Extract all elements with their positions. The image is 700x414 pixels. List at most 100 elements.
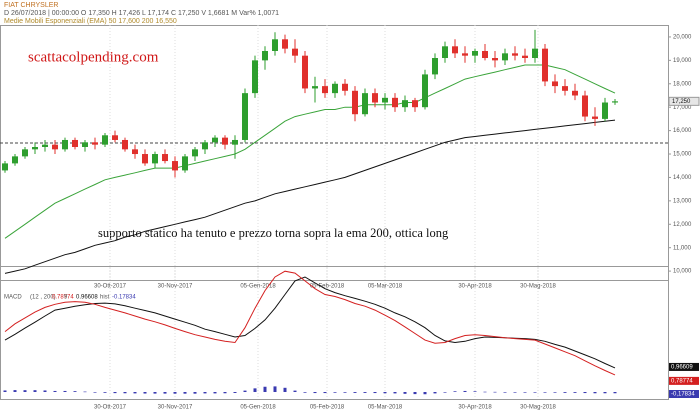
- histogram-bar: [563, 392, 567, 393]
- histogram-bar: [103, 392, 107, 393]
- histogram-bar: [343, 392, 347, 393]
- candle-body: [572, 90, 578, 96]
- candle-body: [322, 86, 328, 94]
- candle-body: [252, 60, 258, 94]
- histogram-bar: [123, 392, 127, 394]
- candle-body: [32, 146, 38, 150]
- histogram-bar: [223, 392, 227, 394]
- candle-body: [262, 50, 268, 61]
- x-tick-label: 05-Feb-2018: [310, 284, 345, 290]
- candle-body: [582, 95, 588, 117]
- macd-header: 0.78774: [52, 295, 74, 301]
- value-box: [669, 390, 699, 398]
- y-tick-label: 14,000: [673, 175, 692, 181]
- histogram-bar: [183, 392, 187, 394]
- histogram-bar: [433, 392, 437, 394]
- histogram-bar: [423, 392, 427, 395]
- ema-legend: Medie Mobili Esponenziali (EMA) 50 17,60…: [4, 18, 177, 25]
- macd-header: -0.17834: [112, 295, 136, 301]
- histogram-bar: [23, 390, 27, 392]
- candle-body: [442, 46, 448, 59]
- candle-body: [192, 149, 198, 157]
- y-tick-label: 16,000: [673, 128, 692, 134]
- histogram-bar: [523, 392, 527, 393]
- candle-body: [152, 154, 158, 164]
- annotation: supporto statico ha tenuto e prezzo torn…: [98, 226, 449, 240]
- candle-body: [602, 102, 608, 119]
- macd-header: 0.96608: [76, 295, 98, 301]
- x-tick-label: 05-Feb-2018: [310, 405, 345, 411]
- candle-body: [392, 97, 398, 108]
- histogram-bar: [163, 392, 167, 394]
- candle-body: [72, 139, 78, 147]
- x-tick-label: 30-Mag-2018: [520, 284, 556, 290]
- histogram-bar: [173, 392, 177, 394]
- x-tick-label: 05-Gen-2018: [240, 284, 276, 290]
- candle-body: [482, 50, 488, 59]
- histogram-bar: [593, 392, 597, 394]
- candle-body: [182, 156, 188, 171]
- candle-body: [12, 156, 18, 164]
- candle-body: [2, 163, 8, 171]
- candle-body: [402, 100, 408, 108]
- macd-header: 9: [64, 295, 68, 301]
- histogram-bar: [233, 392, 237, 393]
- histogram-bar: [293, 390, 297, 392]
- x-tick-label: 30-Nov-2017: [158, 405, 193, 411]
- candle-body: [102, 135, 108, 145]
- histogram-bar: [43, 390, 47, 392]
- y-tick-label: 12,000: [673, 222, 692, 228]
- histogram-bar: [353, 392, 357, 393]
- histogram-bar: [73, 391, 77, 392]
- macd-panel: [0, 266, 669, 400]
- histogram-bar: [453, 391, 457, 392]
- value-box: [669, 362, 699, 371]
- x-tick-label: 30-Apr-2018: [458, 405, 492, 411]
- macd-header: hist: [100, 295, 110, 301]
- candle-body: [62, 139, 68, 150]
- candle-body: [432, 58, 438, 75]
- histogram-bar: [243, 390, 247, 392]
- histogram-bar: [253, 388, 257, 392]
- value-box-label: 0,96609: [671, 365, 693, 371]
- candle-body: [612, 101, 618, 103]
- candle-body: [292, 48, 298, 56]
- ema200-line: [4, 119, 616, 274]
- histogram-bar: [283, 387, 287, 392]
- candle-body: [202, 142, 208, 150]
- histogram-bar: [473, 391, 477, 392]
- histogram-bar: [373, 392, 377, 394]
- candle-body: [552, 81, 558, 87]
- histogram-bar: [3, 390, 7, 392]
- histogram-bar: [113, 392, 117, 394]
- histogram-bar: [533, 392, 537, 393]
- candle-body: [542, 48, 548, 82]
- candle-body: [492, 58, 498, 61]
- histogram-bar: [33, 390, 37, 392]
- histogram-bar: [363, 392, 367, 393]
- histogram-bar: [133, 392, 137, 394]
- histogram-bar: [413, 392, 417, 395]
- histogram-bar: [403, 392, 407, 394]
- x-tick-label: 30-Ott-2017: [94, 405, 127, 411]
- candle-body: [462, 53, 468, 56]
- candle-body: [472, 50, 478, 56]
- candle-body: [352, 90, 358, 115]
- candle-body: [172, 161, 178, 171]
- candle-body: [412, 100, 418, 108]
- histogram-bar: [273, 386, 277, 392]
- x-tick-label: 05-Mar-2018: [368, 284, 403, 290]
- histogram-bar: [53, 390, 57, 392]
- candle-body: [282, 39, 288, 49]
- candle-body: [372, 93, 378, 103]
- histogram-bar: [213, 392, 217, 394]
- histogram-bar: [63, 390, 67, 392]
- x-tick-label: 05-Gen-2018: [240, 405, 276, 411]
- histogram-bar: [573, 392, 577, 393]
- histogram-bar: [13, 390, 17, 392]
- price-panel: [0, 25, 669, 281]
- histogram-bar: [303, 392, 307, 393]
- y-tick-label: 13,000: [673, 198, 692, 204]
- candle-body: [332, 83, 338, 94]
